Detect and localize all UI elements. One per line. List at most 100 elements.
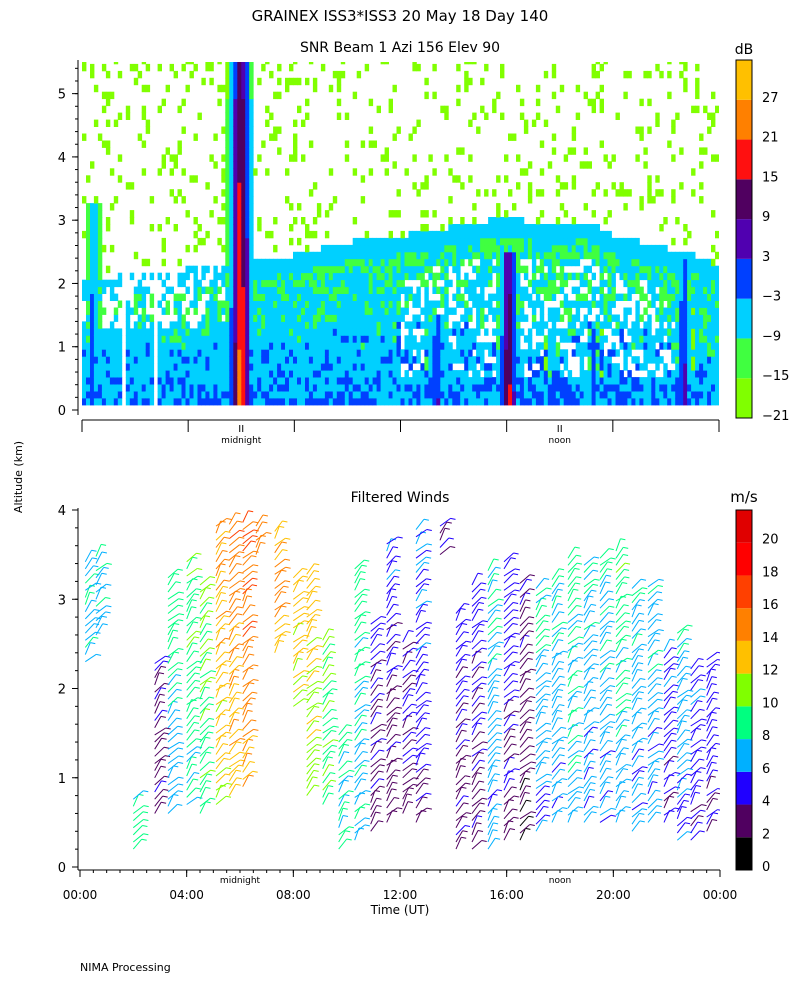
snr-cell bbox=[225, 84, 230, 93]
snr-cell bbox=[671, 398, 676, 406]
snr-cell bbox=[599, 230, 604, 239]
wind-barb-shaft bbox=[199, 787, 206, 800]
snr-cell bbox=[241, 91, 246, 100]
snr-cell bbox=[523, 272, 529, 281]
snr-cell bbox=[611, 370, 616, 378]
snr-cell bbox=[699, 258, 704, 267]
snr-cell bbox=[715, 300, 719, 308]
snr-cell bbox=[273, 370, 278, 378]
snr-cell bbox=[464, 286, 469, 294]
snr-cell bbox=[472, 300, 477, 308]
snr-cell bbox=[209, 384, 214, 392]
snr-cell bbox=[265, 391, 270, 399]
snr-cell bbox=[488, 342, 493, 350]
snr-cell bbox=[719, 391, 723, 398]
snr-cell bbox=[97, 272, 103, 281]
snr-cell bbox=[452, 384, 457, 392]
snr-cell bbox=[396, 321, 401, 329]
snr-colorbar-label: −15 bbox=[762, 369, 789, 384]
snr-cell bbox=[293, 307, 298, 315]
snr-cell bbox=[711, 335, 716, 343]
wind-barb bbox=[186, 593, 200, 605]
snr-cell bbox=[432, 314, 437, 322]
snr-cell bbox=[372, 140, 377, 148]
snr-cell bbox=[352, 384, 358, 392]
wind-barb bbox=[199, 587, 211, 600]
snr-cell bbox=[324, 370, 330, 378]
wind-barb-shaft bbox=[293, 612, 305, 622]
snr-cell bbox=[193, 398, 198, 406]
snr-colorbar-swatch bbox=[736, 258, 752, 299]
snr-cell bbox=[651, 391, 656, 399]
snr-cell bbox=[129, 342, 135, 350]
snr-cell bbox=[90, 217, 95, 225]
wind-barb-flag bbox=[238, 643, 244, 646]
snr-cell bbox=[245, 356, 250, 364]
snr-cell bbox=[607, 258, 612, 267]
snr-cell bbox=[293, 356, 298, 364]
snr-cell bbox=[289, 154, 294, 162]
snr-cell bbox=[647, 189, 652, 197]
snr-cell bbox=[496, 279, 501, 288]
snr-cell bbox=[595, 300, 600, 308]
snr-cell bbox=[512, 237, 517, 246]
snr-cell bbox=[523, 237, 529, 246]
wind-barb bbox=[167, 629, 179, 643]
snr-cell bbox=[221, 321, 226, 329]
snr-cell bbox=[105, 265, 111, 274]
snr-cell bbox=[109, 391, 115, 399]
snr-cell bbox=[659, 356, 664, 364]
snr-cell bbox=[388, 293, 393, 301]
wind-barb-flag bbox=[210, 583, 216, 586]
wind-barb bbox=[242, 570, 258, 580]
snr-cell bbox=[559, 286, 565, 294]
snr-cell bbox=[456, 265, 461, 274]
snr-cell bbox=[336, 265, 342, 274]
snr-cell bbox=[82, 63, 87, 72]
snr-cell bbox=[416, 356, 421, 364]
snr-cell bbox=[683, 328, 688, 336]
snr-cell bbox=[225, 377, 230, 385]
snr-cell bbox=[631, 272, 636, 281]
snr-cell bbox=[500, 70, 505, 79]
snr-cell bbox=[559, 335, 565, 343]
snr-cell bbox=[488, 307, 493, 315]
snr-cell bbox=[623, 251, 628, 260]
wind-barb-shaft bbox=[167, 623, 175, 636]
snr-cell bbox=[145, 342, 151, 350]
wind-barb-shaft bbox=[186, 686, 196, 698]
snr-cell bbox=[476, 321, 481, 329]
snr-cell bbox=[93, 356, 99, 364]
snr-cell bbox=[623, 314, 628, 322]
wind-barb-flag bbox=[159, 693, 165, 696]
wind-barb bbox=[292, 639, 308, 650]
snr-cell bbox=[711, 377, 716, 385]
snr-cell bbox=[512, 244, 517, 253]
snr-cell bbox=[424, 77, 429, 86]
wind-barb bbox=[199, 761, 215, 771]
wind-barb bbox=[186, 756, 197, 769]
snr-cell bbox=[400, 286, 405, 294]
snr-cell bbox=[277, 279, 282, 288]
snr-cell bbox=[424, 307, 429, 315]
snr-cell bbox=[496, 335, 501, 343]
snr-cell bbox=[253, 272, 258, 281]
snr-cell bbox=[595, 363, 600, 371]
snr-cell bbox=[181, 363, 186, 371]
snr-cell bbox=[117, 370, 123, 378]
snr-cell bbox=[352, 168, 358, 176]
snr-cell bbox=[109, 168, 115, 176]
wind-barb-flag bbox=[208, 731, 214, 734]
snr-cell bbox=[181, 63, 186, 72]
snr-cell bbox=[456, 175, 461, 183]
snr-cell bbox=[695, 328, 700, 336]
snr-cell bbox=[400, 230, 405, 239]
snr-cell bbox=[90, 203, 95, 211]
snr-cell bbox=[312, 356, 318, 364]
snr-cell bbox=[699, 349, 704, 357]
snr-colorbar-unit: dB bbox=[735, 42, 754, 58]
snr-cell bbox=[428, 377, 433, 385]
snr-cell bbox=[667, 321, 672, 329]
wind-barb-flag bbox=[223, 671, 229, 674]
snr-cell bbox=[428, 398, 433, 406]
